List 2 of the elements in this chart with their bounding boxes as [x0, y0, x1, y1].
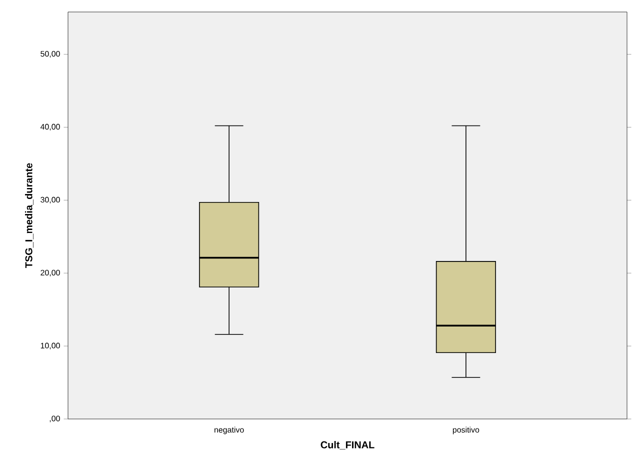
x-axis-title: Cult_FINAL [320, 441, 374, 450]
y-axis-title: TSG_I_media_durante [25, 163, 34, 268]
